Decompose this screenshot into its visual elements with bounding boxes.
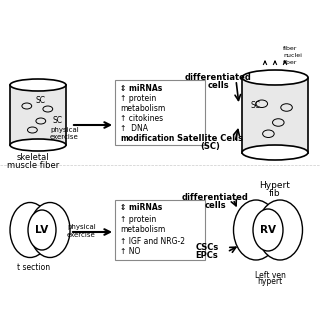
Text: cells: cells	[204, 201, 226, 210]
Text: ↑  DNA: ↑ DNA	[120, 124, 148, 132]
Text: hypert: hypert	[257, 277, 283, 286]
Text: differentiated: differentiated	[185, 73, 252, 82]
Text: SC: SC	[35, 95, 45, 105]
Text: exercise: exercise	[67, 232, 96, 238]
Text: physical: physical	[67, 224, 96, 230]
Text: ↑ citokines: ↑ citokines	[120, 114, 163, 123]
Text: LV: LV	[36, 225, 49, 235]
Text: differentiated: differentiated	[181, 193, 248, 202]
Text: Hypert: Hypert	[260, 180, 291, 189]
Text: fiber: fiber	[283, 45, 297, 51]
Text: skeletal: skeletal	[17, 153, 49, 162]
Ellipse shape	[28, 210, 56, 250]
Text: ⇕ miRNAs: ⇕ miRNAs	[120, 204, 162, 212]
FancyBboxPatch shape	[115, 80, 205, 145]
Ellipse shape	[10, 139, 66, 151]
Ellipse shape	[253, 209, 283, 251]
Ellipse shape	[258, 200, 302, 260]
Text: cells: cells	[207, 81, 229, 90]
Text: ↑ protein: ↑ protein	[120, 214, 156, 223]
Text: ↑ protein: ↑ protein	[120, 93, 156, 102]
Text: muscle fiber: muscle fiber	[7, 161, 59, 170]
Text: EPCs: EPCs	[196, 252, 218, 260]
Ellipse shape	[242, 70, 308, 85]
Ellipse shape	[242, 145, 308, 160]
Text: fiber: fiber	[283, 60, 297, 65]
Text: (SC): (SC)	[200, 141, 220, 150]
Text: metabolism: metabolism	[120, 226, 165, 235]
Text: ↑ NO: ↑ NO	[120, 247, 140, 257]
Text: RV: RV	[260, 225, 276, 235]
Ellipse shape	[234, 200, 278, 260]
Text: ↑ IGF and NRG-2: ↑ IGF and NRG-2	[120, 236, 185, 245]
Text: nuclei: nuclei	[283, 52, 302, 58]
Text: physical: physical	[50, 127, 79, 133]
FancyBboxPatch shape	[115, 200, 205, 260]
Text: t section: t section	[17, 263, 51, 273]
Ellipse shape	[10, 79, 66, 91]
Text: exercise: exercise	[50, 134, 79, 140]
Text: modification: modification	[120, 133, 174, 142]
Polygon shape	[10, 85, 66, 145]
Polygon shape	[242, 77, 308, 153]
Text: SC: SC	[52, 116, 62, 124]
Text: SC: SC	[250, 100, 260, 109]
Text: Left ven: Left ven	[255, 270, 285, 279]
Text: Satellite Cells: Satellite Cells	[177, 133, 243, 142]
Text: CSCs: CSCs	[196, 244, 219, 252]
Text: fib: fib	[269, 188, 281, 197]
Text: ⇕ miRNAs: ⇕ miRNAs	[120, 84, 162, 92]
Ellipse shape	[10, 203, 50, 258]
Text: metabolism: metabolism	[120, 103, 165, 113]
Ellipse shape	[30, 203, 70, 258]
